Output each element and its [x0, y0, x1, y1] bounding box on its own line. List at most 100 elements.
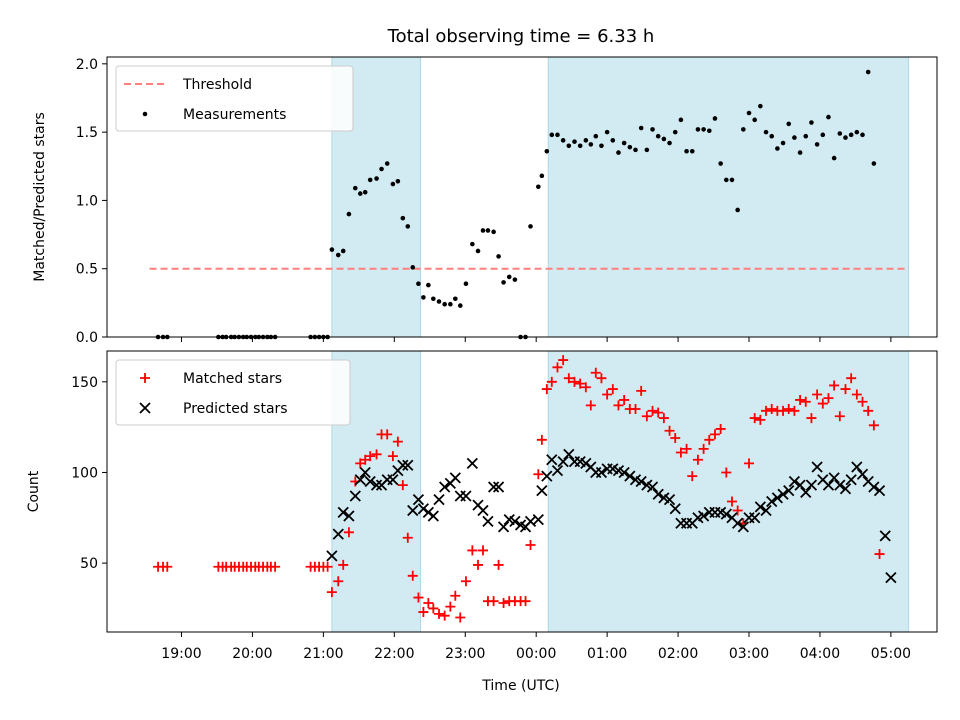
measurement-point [426, 282, 431, 288]
matched-star-point [371, 449, 382, 460]
predicted-star-point [794, 479, 806, 491]
matched-star-point [596, 373, 607, 384]
y-tick-label: 1.0 [76, 193, 98, 209]
x-tick-label: 04:00 [800, 646, 840, 662]
measurement-point [871, 161, 877, 166]
measurement-point [329, 247, 335, 252]
matched-star-point [563, 373, 574, 384]
matched-star-point [874, 549, 885, 560]
matched-star-point [823, 393, 834, 404]
predicted-star-point [811, 461, 823, 473]
legend-entry-label: Measurements [183, 107, 286, 123]
matched-star-point [709, 429, 720, 440]
measurement-point [718, 161, 723, 166]
series-matched-stars [153, 355, 885, 623]
matched-star-point [407, 570, 418, 581]
measurement-point [475, 248, 481, 254]
y-tick-label: 2.0 [76, 57, 98, 73]
matched-star-point [322, 561, 333, 572]
y-tick-label: 1.5 [76, 125, 98, 141]
predicted-star-point [760, 504, 772, 517]
measurement-point [650, 127, 655, 132]
predicted-star-point [354, 474, 366, 486]
predicted-star-point [449, 472, 461, 484]
measurement-point [865, 69, 871, 75]
measurement-point [672, 129, 678, 135]
matched-star-point [868, 420, 879, 431]
measurement-point [496, 254, 501, 259]
predicted-star-point [460, 490, 472, 502]
measurement-point [374, 176, 379, 181]
predicted-star-point [720, 508, 732, 520]
count-panel: 50 100 150 19:00 20:00 21:00 22:00 23:00 00:00 01… [26, 350, 938, 662]
measurement-point [837, 131, 843, 136]
y-tick-label: 0.0 [76, 330, 98, 346]
predicted-star-point [370, 479, 383, 491]
predicted-star-point [557, 455, 569, 468]
measurement-point [528, 224, 533, 229]
predicted-star-point [885, 571, 897, 584]
measurement-point [566, 143, 572, 149]
x-tick-label: 01:00 [587, 646, 627, 662]
matched-star-point [445, 601, 456, 612]
matched-star-point [692, 454, 703, 465]
predicted-star-point [477, 504, 489, 517]
matched-star-point [664, 425, 675, 436]
matched-star-point [270, 561, 281, 572]
matched-star-point [434, 608, 444, 619]
x-tick-label: 05:00 [871, 646, 911, 662]
matched-star-point [744, 458, 755, 469]
measurement-point [644, 147, 650, 153]
predicted-star-point [466, 457, 478, 470]
matched-star-point [806, 413, 817, 424]
predicted-star-point [652, 488, 664, 500]
matched-star-point [795, 394, 806, 405]
predicted-star-point [851, 461, 863, 473]
matched-star-point [613, 400, 624, 411]
predicted-star-point [822, 479, 835, 491]
matched-star-point [162, 561, 173, 572]
measurement-point [678, 117, 684, 123]
predicted-star-point [359, 466, 371, 479]
measurement-point [555, 132, 560, 138]
predicted-star-point [732, 517, 744, 529]
predicted-star-point [783, 484, 795, 497]
matched-star-point [498, 597, 509, 608]
x-axis-label: Time (UTC) [481, 678, 559, 694]
measurement-point [346, 211, 352, 217]
predicted-star-point [332, 528, 344, 540]
legend-entry-label: Matched stars [183, 371, 282, 387]
measurement-point [463, 281, 469, 287]
measurement-point [706, 128, 712, 134]
ratio-panel: 0.0 0.5 1.0 1.5 2.0 Matched/Predicted stars Th… [32, 56, 938, 346]
matched-star-point [783, 404, 794, 415]
matched-star-point [829, 380, 840, 391]
matched-star-point [387, 451, 398, 462]
matched-star-point [333, 576, 344, 587]
measurement-point [797, 150, 803, 155]
predicted-star-point [669, 503, 681, 515]
observing-interval-band [547, 350, 910, 633]
measurement-point [362, 189, 368, 195]
predicted-star-point [563, 448, 575, 460]
axes-frame [106, 350, 938, 633]
predicted-star-point [364, 475, 376, 488]
measurement-point [667, 140, 672, 146]
legend-predicted-swatch [139, 402, 151, 414]
measurement-point [735, 207, 740, 213]
measurement-point [758, 103, 763, 109]
measurement-point [741, 127, 746, 132]
matched-star-point [467, 545, 478, 556]
measurement-point [416, 281, 421, 287]
matched-star-point [326, 587, 337, 598]
y-tick-label: 0.5 [76, 262, 98, 278]
measurement-point [395, 178, 401, 184]
measurement-point [848, 132, 854, 138]
legend-entry-label: Predicted stars [183, 401, 288, 417]
measurement-point [480, 228, 486, 233]
matched-star-point [546, 376, 557, 387]
x-tick-label: 02:00 [658, 646, 698, 662]
matched-star-point [863, 405, 874, 416]
matched-star-point [761, 405, 772, 416]
